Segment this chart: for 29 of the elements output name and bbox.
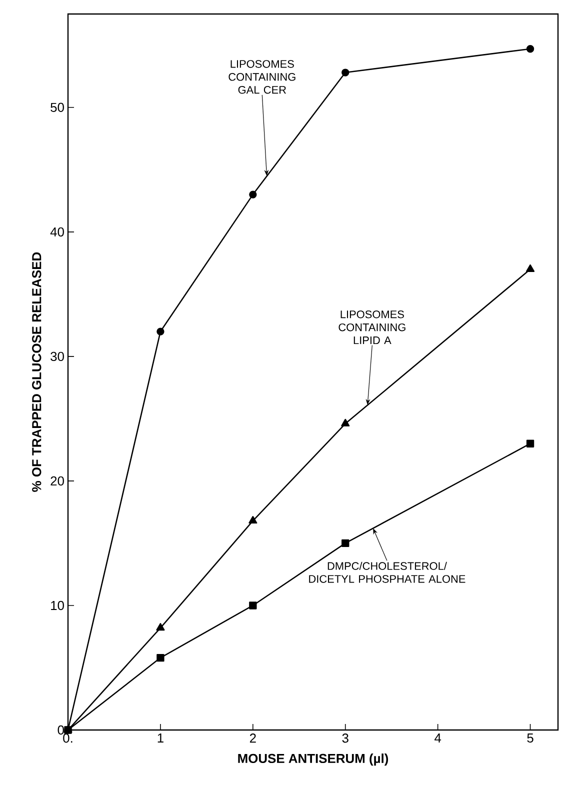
point [249,602,257,610]
x-tick-label: 2 [250,734,256,743]
annotation: LIPOSOMES CONTAINING LIPID A [338,310,406,344]
point [156,328,164,336]
x-axis-title: MOUSE ANTISERUM (µl) [238,754,388,766]
point [526,45,534,53]
y-tick-label: 50 [50,102,64,112]
x-tick-label: 4 [434,734,442,742]
y-tick-label: 20 [50,476,64,486]
point [342,68,350,76]
annotation: DMPC/CHOLESTEROL/ DICETYL PHOSPHATE ALONE [309,562,466,583]
point [526,440,534,448]
point [248,516,258,524]
x-tick-label: 5 [527,734,534,743]
y-axis-title: % OF TRAPPED GLUCOSE RELEASED [32,252,42,492]
y-tick-label: 30 [50,352,64,362]
point [342,539,350,548]
point [341,418,350,426]
point [156,654,164,662]
y-tick-label: 40 [50,227,64,236]
x-tick-label: 1 [158,734,164,742]
x-tick-label: 0. [63,734,72,743]
point [249,190,257,198]
y-tick-label: 10 [51,600,64,610]
y-tick-label: 0 [58,725,64,735]
annotation: LIPOSOMES CONTAINING GAL CER [228,60,296,94]
point [156,623,165,631]
point [526,264,535,272]
x-tick-label: 3 [342,734,348,743]
